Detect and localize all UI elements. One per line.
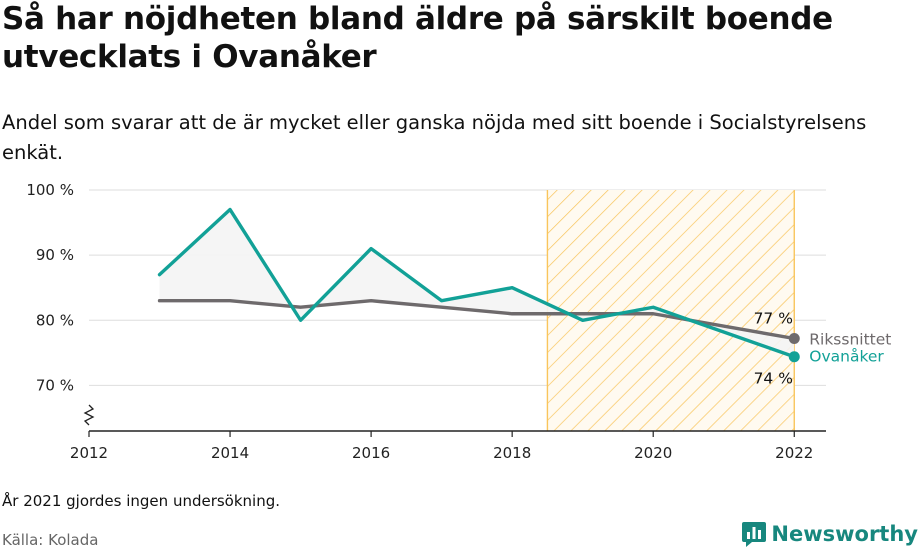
axis-break-icon [83,404,95,426]
y-tick-label: 70 % [36,376,74,394]
highlight-hatch [547,190,795,431]
source-text: Källa: Kolada [2,531,99,549]
highlight-area [546,190,795,431]
series-lines [157,207,800,363]
fill-between-polygon [159,209,795,357]
end-value-rikssnittet: 77 % [754,310,793,328]
end-value-ovanaker: 74 % [754,370,793,388]
series-line-ovanaker [157,207,796,359]
x-tick-label: 2016 [352,444,390,462]
y-tick-label: 100 % [26,181,74,199]
series-label-rikssnittet: Rikssnittet [809,331,891,349]
brand-logo: Newsworthy [742,520,918,548]
footnote: År 2021 gjordes ingen undersökning. [2,492,281,510]
x-tick-label: 2014 [211,444,249,462]
end-point-ovanaker [788,351,800,363]
end-point-rikssnittet [788,333,800,345]
y-tick-label: 80 % [36,311,74,329]
chart-subtitle: Andel som svarar att de är mycket eller … [2,111,867,164]
x-tick-label: 2018 [493,444,531,462]
x-tick-label: 2022 [775,444,813,462]
fill-between-area [159,209,795,357]
series-line-rikssnittet [157,299,796,341]
y-axis-labels: 70 % 80 % 90 % 100 % [26,181,74,394]
x-axis [83,404,826,437]
chart-title: Så har nöjdheten bland äldre på särskilt… [2,1,833,75]
series-label-ovanaker: Ovanåker [809,348,884,366]
brand-name: Newsworthy [771,522,918,546]
y-tick-label: 90 % [36,246,74,264]
newsworthy-logo-icon [742,522,767,547]
x-tick-label: 2020 [634,444,672,462]
x-tick-label: 2012 [70,444,108,462]
x-axis-labels: 2012 2014 2016 2018 2020 2022 [70,444,813,462]
